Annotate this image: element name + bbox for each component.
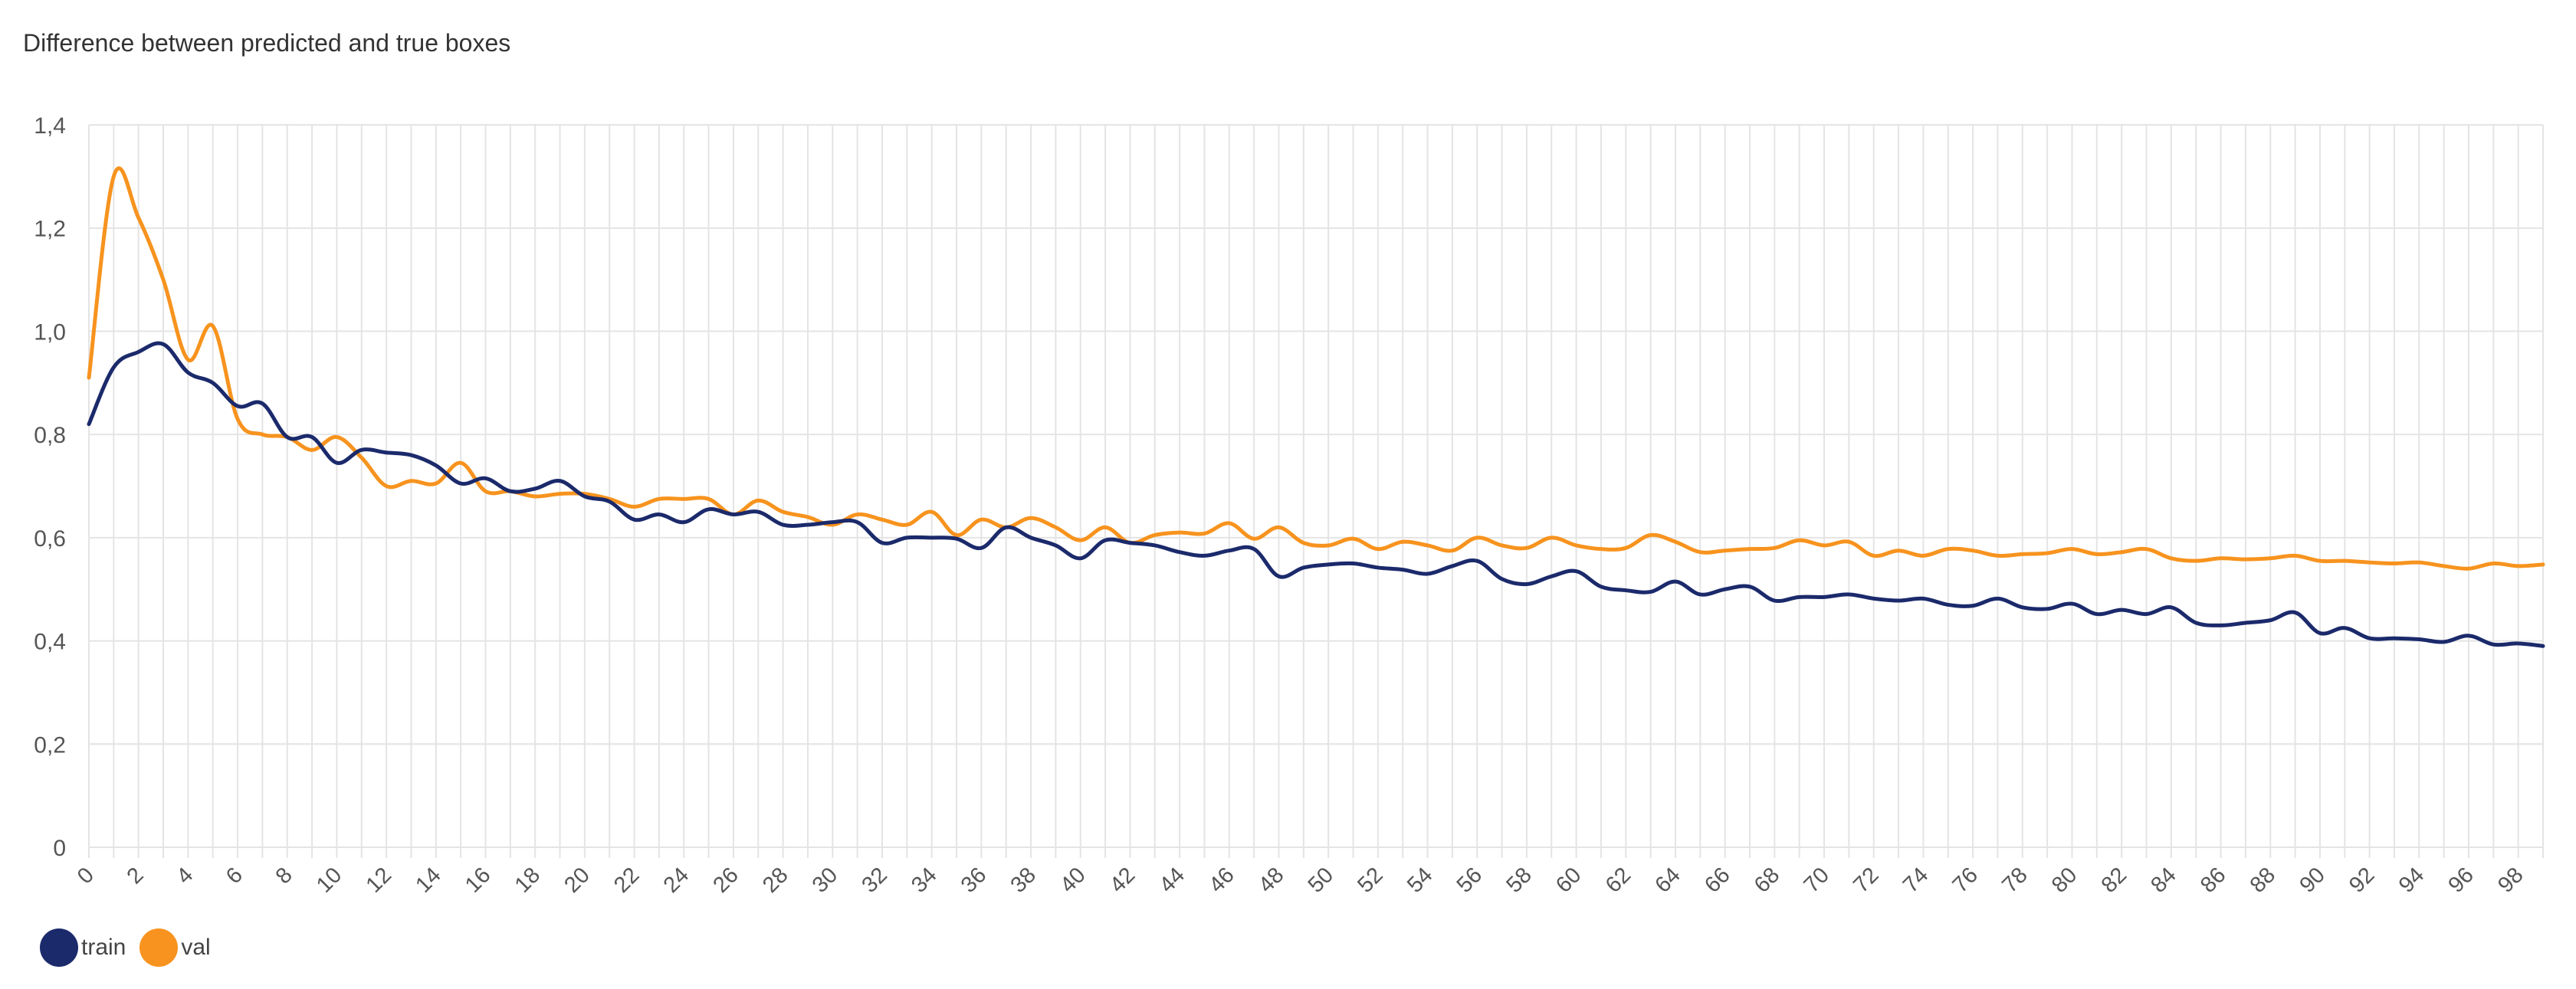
x-tick-label: 70: [1800, 863, 1834, 897]
x-tick-label: 38: [1006, 863, 1041, 897]
x-tick-label: 2: [123, 863, 149, 889]
x-tick-label: 58: [1501, 863, 1536, 897]
series-lines: [87, 166, 2545, 648]
x-tick-label: 50: [1304, 863, 1338, 897]
y-tick-label: 0: [53, 836, 66, 861]
x-tick-label: 80: [2047, 863, 2082, 897]
x-tick-label: 42: [1105, 863, 1140, 897]
x-tick-label: 96: [2443, 863, 2478, 897]
x-tick-label: 14: [411, 863, 445, 897]
legend-swatch-train: [40, 928, 78, 967]
legend-item-val[interactable]: val: [139, 928, 211, 967]
x-tick-label: 26: [708, 863, 743, 897]
x-tick-label: 54: [1403, 863, 1437, 897]
x-tick-label: 28: [758, 863, 792, 897]
x-tick-label: 86: [2196, 863, 2230, 897]
x-tick-label: 60: [1551, 863, 1586, 897]
x-tick-label: 46: [1204, 863, 1239, 897]
x-tick-label: 94: [2394, 863, 2429, 897]
y-tick-label: 1,4: [34, 113, 66, 139]
x-tick-label: 6: [222, 863, 248, 889]
legend-label-train: train: [81, 935, 126, 960]
y-tick-label: 1,0: [34, 319, 66, 345]
x-tick-label: 10: [312, 863, 346, 897]
x-axis: 0 2 4 6 8 10 12 14 16 18 20 22 24 26 28 30 32 34 36 38 40 42 4…: [73, 863, 2528, 897]
x-tick-label: 32: [857, 863, 891, 897]
x-tick-label: 90: [2295, 863, 2329, 897]
x-tick-label: 74: [1898, 863, 1933, 897]
x-tick-label: 8: [271, 863, 297, 889]
x-tick-label: 44: [1155, 863, 1190, 897]
chart-title: Difference between predicted and true bo…: [23, 29, 511, 57]
x-tick-label: 78: [1997, 863, 2032, 897]
x-tick-label: 30: [808, 863, 842, 897]
x-tick-label: 88: [2246, 863, 2280, 897]
legend-label-val: val: [181, 935, 211, 960]
chart-legend: train val: [40, 928, 225, 967]
x-tick-label: 12: [362, 863, 396, 897]
x-tick-label: 68: [1750, 863, 1784, 897]
y-tick-label: 0,8: [34, 423, 66, 448]
x-tick-label: 66: [1700, 863, 1734, 897]
x-tick-label: 40: [1055, 863, 1090, 897]
x-tick-label: 56: [1452, 863, 1487, 897]
y-tick-label: 0,6: [34, 526, 66, 552]
x-tick-label: 98: [2493, 863, 2528, 897]
legend-item-train[interactable]: train: [40, 928, 126, 967]
x-tick-label: 48: [1254, 863, 1288, 897]
x-tick-label: 62: [1601, 863, 1636, 897]
x-tick-label: 84: [2146, 863, 2181, 897]
x-tick-label: 36: [957, 863, 991, 897]
legend-swatch-val: [139, 928, 179, 967]
x-tick-label: 82: [2097, 863, 2131, 897]
y-tick-label: 0,2: [34, 732, 66, 758]
series-line-train: [87, 341, 2545, 648]
x-tick-label: 18: [510, 863, 545, 897]
x-tick-label: 72: [1849, 863, 1883, 897]
y-tick-label: 1,2: [34, 217, 66, 242]
x-tick-label: 92: [2345, 863, 2379, 897]
x-tick-label: 0: [73, 863, 99, 889]
x-tick-label: 4: [172, 863, 198, 889]
grid-lines: [88, 124, 2544, 858]
y-axis: 0 0,2 0,4 0,6 0,8 1,0 1,2 1,4: [34, 113, 66, 861]
x-tick-label: 34: [907, 863, 941, 897]
x-tick-label: 16: [461, 863, 495, 897]
x-tick-label: 24: [659, 863, 694, 897]
x-tick-label: 64: [1650, 863, 1685, 897]
x-tick-label: 76: [1948, 863, 1983, 897]
x-tick-label: 22: [609, 863, 644, 897]
y-tick-label: 0,4: [34, 630, 66, 655]
x-tick-label: 20: [560, 863, 594, 897]
x-tick-label: 52: [1353, 863, 1387, 897]
